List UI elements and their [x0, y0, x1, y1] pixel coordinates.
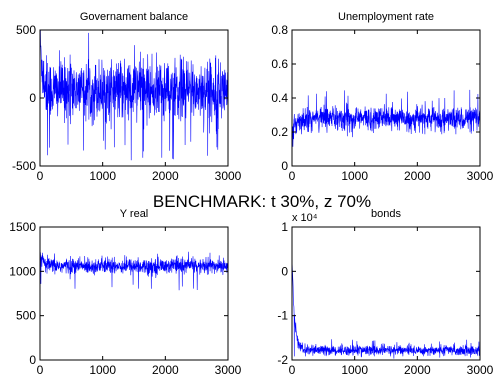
- panel-title: Unemployment rate: [338, 11, 434, 23]
- y-tick-label: -2: [277, 353, 288, 367]
- y-exponent-label: x 10⁴: [292, 212, 318, 224]
- x-tick-label: 2000: [152, 363, 179, 377]
- x-tick-label: 3000: [215, 363, 242, 377]
- y-tick-label: 1500: [9, 220, 36, 234]
- y-tick-label: 1: [281, 220, 288, 234]
- series-line-3: [39, 251, 229, 291]
- x-tick-label: 2000: [404, 169, 431, 183]
- x-tick-label: 3000: [467, 363, 494, 377]
- y-tick-label: 0.6: [271, 57, 288, 71]
- panel-title: bonds: [371, 208, 401, 220]
- series-line-1: [39, 29, 229, 161]
- x-tick-label: 3000: [467, 169, 494, 183]
- chart-panel-2: 0 1000 2000 3000 0 0.2 0.4 0.6 0.8 Unemployment r…: [271, 11, 493, 183]
- y-tick-label: 0: [29, 91, 36, 105]
- x-tick-label: 3000: [215, 169, 242, 183]
- panel-title: Governament balance: [80, 11, 188, 23]
- x-tick-label: 1000: [341, 169, 368, 183]
- series-line-4: [291, 255, 481, 359]
- x-tick-label: 1000: [89, 363, 116, 377]
- y-tick-label: 1000: [9, 264, 36, 278]
- x-tick-label: 0: [289, 363, 296, 377]
- panel-title: Y real: [120, 208, 149, 220]
- x-tick-label: 0: [37, 169, 44, 183]
- x-tick-label: 1000: [89, 169, 116, 183]
- y-tick-label: 0.2: [271, 125, 288, 139]
- x-tick-label: 2000: [404, 363, 431, 377]
- y-tick-label: 500: [16, 23, 36, 37]
- series-line-2: [291, 89, 481, 147]
- y-tick-label: 500: [16, 309, 36, 323]
- x-tick-label: 1000: [341, 363, 368, 377]
- chart-panel-4: 0 1000 2000 3000 -2 -1 0 1 bonds x 10⁴: [277, 208, 493, 377]
- x-tick-label: 0: [289, 169, 296, 183]
- x-tick-label: 2000: [152, 169, 179, 183]
- y-tick-label: 0.8: [271, 23, 288, 37]
- y-tick-label: 0.4: [271, 91, 288, 105]
- chart-panel-3: 0 1000 2000 3000 0 500 1000 1500 Y real: [9, 208, 241, 377]
- y-tick-label: 0: [29, 353, 36, 367]
- y-tick-label: -500: [12, 159, 36, 173]
- plot-area-4: [291, 226, 481, 361]
- y-tick-label: 0: [281, 264, 288, 278]
- figure-suptitle: BENCHMARK: t 30%, z 70%: [153, 192, 371, 211]
- y-tick-label: -1: [277, 309, 288, 323]
- y-tick-label: 0: [281, 159, 288, 173]
- x-tick-label: 0: [37, 363, 44, 377]
- plot-area-3: [39, 226, 229, 361]
